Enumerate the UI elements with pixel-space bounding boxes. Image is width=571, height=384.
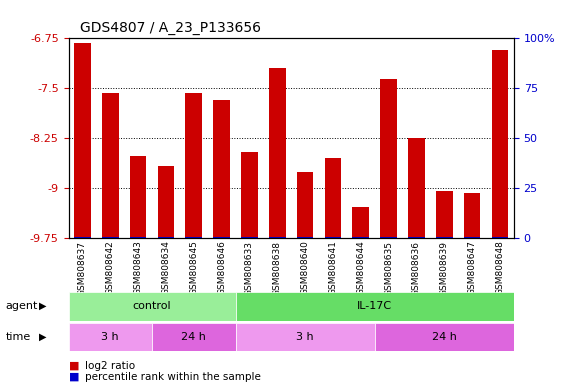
- Text: 3 h: 3 h: [102, 332, 119, 342]
- Text: agent: agent: [6, 301, 38, 311]
- Text: GSM808648: GSM808648: [496, 240, 505, 295]
- Bar: [214, 237, 230, 238]
- Bar: [464, 194, 480, 238]
- Bar: [436, 192, 453, 238]
- Text: 24 h: 24 h: [182, 332, 206, 342]
- Bar: [186, 93, 202, 238]
- Bar: [492, 237, 508, 238]
- Bar: [235, 323, 375, 351]
- Text: GSM808644: GSM808644: [356, 240, 365, 295]
- Text: percentile rank within the sample: percentile rank within the sample: [85, 372, 260, 382]
- Bar: [69, 292, 235, 321]
- Text: GSM808635: GSM808635: [384, 240, 393, 296]
- Bar: [69, 323, 152, 351]
- Text: GSM808645: GSM808645: [189, 240, 198, 295]
- Bar: [297, 172, 313, 238]
- Text: 24 h: 24 h: [432, 332, 457, 342]
- Text: ▶: ▶: [39, 332, 47, 342]
- Bar: [352, 207, 369, 238]
- Bar: [214, 100, 230, 238]
- Text: ▶: ▶: [39, 301, 47, 311]
- Bar: [102, 237, 119, 238]
- Text: control: control: [132, 301, 171, 311]
- Text: log2 ratio: log2 ratio: [85, 361, 135, 371]
- Text: GSM808639: GSM808639: [440, 240, 449, 296]
- Text: GSM808638: GSM808638: [273, 240, 282, 296]
- Bar: [436, 237, 453, 238]
- Bar: [186, 237, 202, 238]
- Bar: [152, 323, 235, 351]
- Bar: [269, 237, 286, 238]
- Text: GSM808641: GSM808641: [328, 240, 337, 295]
- Bar: [324, 158, 341, 238]
- Text: GSM808636: GSM808636: [412, 240, 421, 296]
- Text: 3 h: 3 h: [296, 332, 314, 342]
- Bar: [241, 152, 258, 238]
- Text: GSM808642: GSM808642: [106, 240, 115, 295]
- Bar: [269, 68, 286, 238]
- Text: ■: ■: [69, 361, 79, 371]
- Bar: [408, 237, 425, 238]
- Bar: [380, 79, 397, 238]
- Text: GSM808637: GSM808637: [78, 240, 87, 296]
- Bar: [158, 166, 174, 238]
- Text: GDS4807 / A_23_P133656: GDS4807 / A_23_P133656: [80, 21, 261, 35]
- Bar: [74, 43, 91, 238]
- Bar: [158, 237, 174, 238]
- Bar: [408, 138, 425, 238]
- Bar: [380, 237, 397, 238]
- Text: time: time: [6, 332, 31, 342]
- Bar: [324, 237, 341, 238]
- Text: GSM808633: GSM808633: [245, 240, 254, 296]
- Bar: [102, 93, 119, 238]
- Text: GSM808646: GSM808646: [217, 240, 226, 295]
- Bar: [492, 50, 508, 238]
- Bar: [241, 237, 258, 238]
- Text: GSM808634: GSM808634: [162, 240, 171, 295]
- Bar: [297, 237, 313, 238]
- Bar: [235, 292, 514, 321]
- Text: ■: ■: [69, 372, 79, 382]
- Bar: [464, 237, 480, 238]
- Text: IL-17C: IL-17C: [357, 301, 392, 311]
- Text: GSM808643: GSM808643: [134, 240, 143, 295]
- Bar: [130, 237, 146, 238]
- Text: GSM808647: GSM808647: [468, 240, 477, 295]
- Bar: [352, 237, 369, 238]
- Bar: [130, 156, 146, 238]
- Bar: [74, 237, 91, 238]
- Text: GSM808640: GSM808640: [300, 240, 309, 295]
- Bar: [375, 323, 514, 351]
